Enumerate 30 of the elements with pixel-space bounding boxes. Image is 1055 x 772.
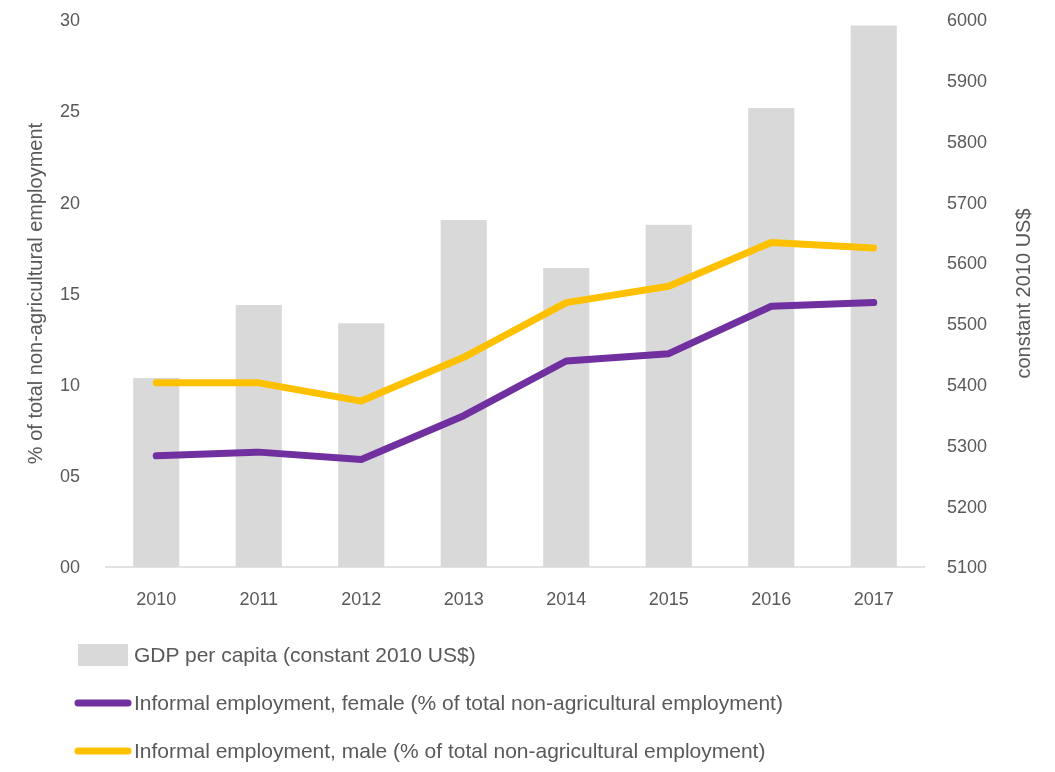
y2-axis-title: constant 2010 US$: [1012, 208, 1034, 379]
y-tick-label: 25: [59, 101, 80, 122]
x-tick-label: 2013: [443, 589, 484, 609]
x-tick-label: 2010: [136, 589, 177, 609]
y2-tick-label: 5700: [947, 192, 988, 213]
y-axis-title: % of total non-agricultural employment: [24, 122, 46, 465]
legend-label: Informal employment, female (% of total non-agricultural employment): [134, 691, 783, 715]
y-tick-label: 20: [59, 192, 80, 213]
x-tick-label: 2012: [341, 589, 382, 609]
y2-tick-label: 5100: [947, 557, 988, 578]
x-tick-label: 2014: [546, 589, 587, 609]
y2-tick-label: 5300: [947, 435, 988, 456]
legend-label: Informal employment, male (% of total non-agricultural employment): [134, 739, 766, 763]
y2-tick-label: 5800: [947, 131, 988, 152]
y2-tick-label: 5600: [947, 253, 988, 274]
y2-tick-label: 5200: [947, 496, 988, 517]
y2-tick-label: 5500: [947, 314, 988, 335]
y-tick-label: 10: [59, 374, 80, 395]
x-tick-label: 2016: [751, 589, 792, 609]
y-tick-label: 30: [59, 10, 80, 31]
y2-tick-label: 5900: [947, 71, 988, 92]
y2-tick-label: 6000: [947, 10, 988, 31]
x-tick-label: 2015: [648, 589, 689, 609]
y-tick-label: 00: [59, 557, 80, 578]
y-tick-label: 15: [59, 283, 80, 304]
y2-tick-label: 5400: [947, 374, 988, 395]
legend-label: GDP per capita (constant 2010 US$): [134, 643, 476, 667]
y-tick-label: 05: [59, 466, 80, 487]
x-tick-label: 2011: [239, 589, 279, 609]
x-tick-label: 2017: [853, 589, 894, 609]
